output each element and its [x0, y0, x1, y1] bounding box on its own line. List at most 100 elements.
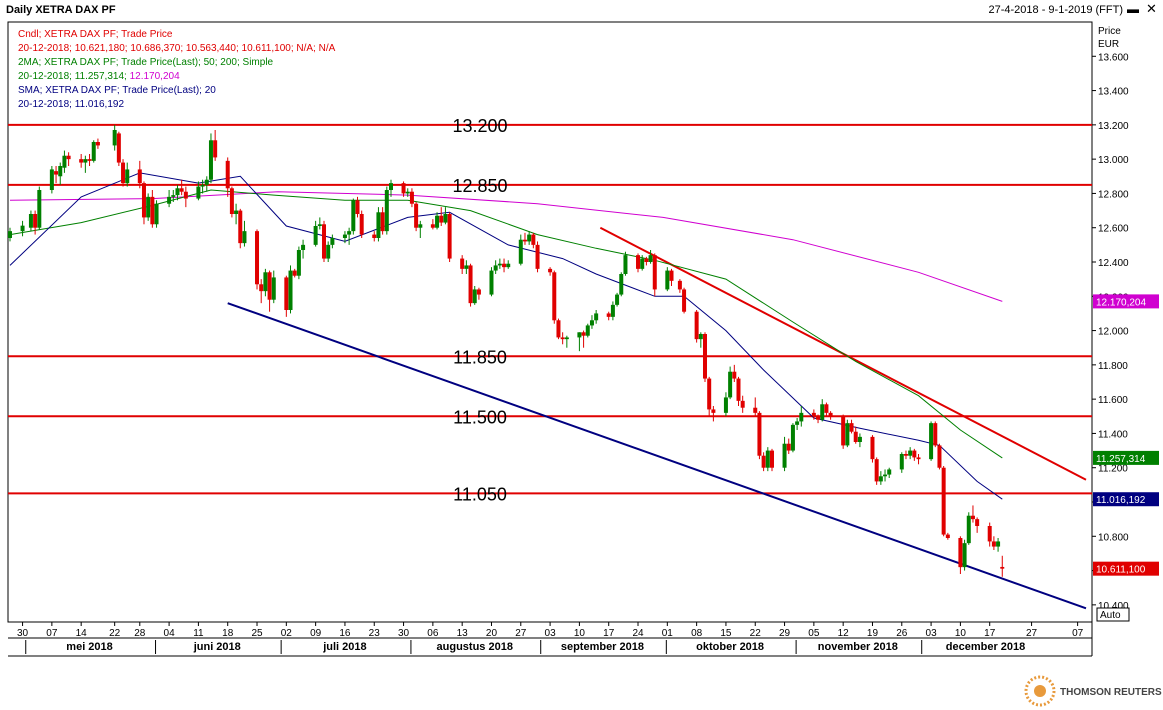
candle-body [589, 320, 594, 326]
candle-body [267, 272, 272, 300]
candle-body [790, 424, 795, 451]
candle-body [786, 443, 791, 451]
candle-body [677, 280, 682, 290]
candle-body [527, 234, 532, 242]
y-tick-label: 12.800 [1098, 189, 1129, 200]
candle-body [359, 214, 364, 235]
value-tag [1093, 492, 1159, 507]
candle-body [322, 224, 327, 259]
candle-body [58, 166, 63, 177]
candle-body [728, 371, 733, 398]
x-tick-label: 13 [457, 628, 469, 639]
candle-body [175, 188, 180, 196]
month-label: november 2018 [818, 641, 898, 653]
candle-body [665, 270, 670, 290]
x-tick-label: 18 [222, 628, 234, 639]
legend-text: 20-12-2018; 11.257,314; [18, 71, 130, 82]
value-tag-label: 11.016,192 [1096, 495, 1146, 506]
x-tick-label: 30 [17, 628, 29, 639]
chart-header: Daily XETRA DAX PF 27-4-2018 - 9-1-2019 … [0, 0, 1163, 22]
y-tick-label: 11.600 [1098, 395, 1128, 406]
candle-body [531, 234, 536, 245]
close-icon[interactable]: ✕ [1146, 1, 1157, 16]
plot-frame [7, 21, 1093, 623]
candle-body [95, 142, 100, 146]
value-tag [1093, 561, 1159, 576]
candle-body [991, 541, 996, 547]
y-tick-label: 13.400 [1098, 87, 1129, 98]
x-tick-label: 04 [164, 628, 176, 639]
y-tick-label: 10.400 [1098, 601, 1129, 612]
candle-body [284, 277, 289, 310]
candle-body [154, 203, 159, 225]
candle-body [916, 457, 921, 460]
y-tick-label: 13.200 [1098, 121, 1129, 132]
x-tick-label: 11 [193, 628, 204, 639]
candle-body [506, 263, 511, 268]
sma20-line [9, 172, 1003, 500]
candle-body [711, 409, 716, 413]
candle-body [636, 255, 641, 269]
candle-body [585, 325, 590, 336]
candle-body [619, 274, 624, 295]
chart-title: Daily XETRA DAX PF [6, 4, 116, 16]
candle-body [502, 263, 507, 268]
auto-scale-button[interactable] [1096, 607, 1130, 622]
x-tick-label: 25 [251, 628, 263, 639]
candle-body [489, 270, 494, 295]
candle-body [970, 515, 975, 520]
level-label: 11.500 [453, 407, 507, 427]
candle-body [577, 332, 582, 338]
y-tick-label: 11.400 [1098, 429, 1128, 440]
candle-body [225, 160, 230, 189]
month-label: mei 2018 [66, 641, 112, 653]
candle-body [594, 313, 599, 321]
candle-body [33, 214, 38, 228]
candle-body [556, 320, 561, 338]
candle-body [564, 337, 569, 340]
candle-body [698, 334, 703, 340]
minimize-icon[interactable]: ▬ [1127, 2, 1139, 16]
candle-body [732, 371, 737, 379]
candle-body [171, 195, 176, 197]
x-tick-label: 22 [109, 628, 121, 639]
x-tick-label: 02 [281, 628, 293, 639]
candle-body [54, 171, 59, 175]
x-tick-label: 22 [750, 628, 762, 639]
x-tick-label: 19 [867, 628, 879, 639]
candle-body [962, 543, 967, 568]
candle-body [648, 255, 653, 262]
candle-body [874, 459, 879, 482]
candle-body [782, 443, 787, 468]
candle-body [347, 231, 352, 235]
x-tick-label: 17 [984, 628, 996, 639]
candle-body [183, 191, 188, 199]
candle-body [610, 304, 615, 317]
legend-extra-value: 12.170,204 [130, 71, 180, 82]
level-label: 12.850 [452, 176, 507, 196]
candle-body [975, 519, 980, 526]
candle-body [405, 191, 410, 194]
candle-body [522, 239, 527, 242]
price-axis-label: Price [1098, 26, 1121, 37]
auto-scale-label[interactable]: Auto [1100, 610, 1121, 621]
candle-body [146, 196, 151, 218]
candle-body [769, 450, 774, 468]
candle-body [150, 196, 155, 225]
candle-body [296, 250, 301, 276]
candle-body [464, 265, 469, 269]
candle-body [933, 423, 938, 446]
candle-body [878, 476, 883, 482]
candle-body [694, 311, 699, 340]
x-tick-label: 03 [926, 628, 938, 639]
candle-body [355, 200, 360, 214]
candle-body [644, 258, 649, 262]
y-tick-label: 11.800 [1098, 361, 1128, 372]
candle-body [899, 454, 904, 470]
candle-body [552, 272, 557, 321]
legend-text: 2MA; XETRA DAX PF; Trade Price(Last); 50… [18, 57, 274, 68]
x-tick-label: 05 [808, 628, 820, 639]
candle-body [581, 332, 586, 336]
candle-body [816, 416, 821, 420]
x-tick-label: 10 [574, 628, 586, 639]
